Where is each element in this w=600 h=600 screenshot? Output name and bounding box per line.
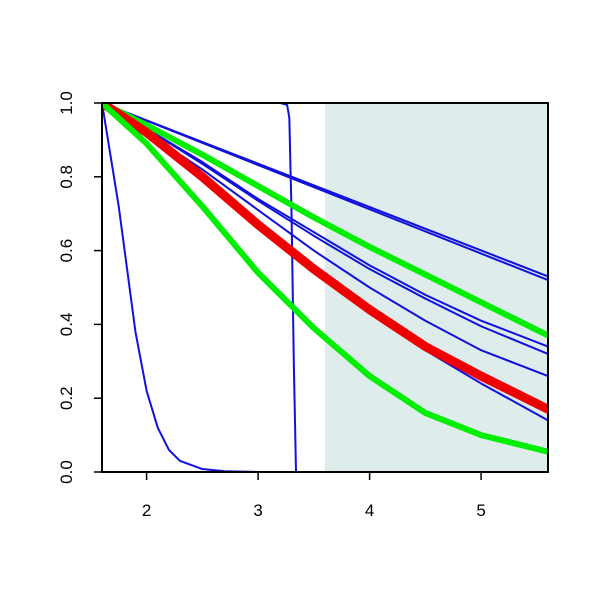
plot-frame (101, 102, 549, 473)
series-line-6 (102, 103, 548, 355)
series-line-9 (102, 103, 548, 339)
y-tick-label: 0.0 (57, 460, 76, 484)
y-tick-label: 0.2 (57, 386, 76, 410)
series-line-11 (102, 103, 548, 455)
x-tick-label: 2 (142, 501, 151, 520)
x-tick-label: 3 (253, 501, 262, 520)
series-layer (102, 103, 548, 472)
y-tick-label: 1.0 (57, 91, 76, 115)
x-axis: 2 3 4 5 (142, 472, 486, 520)
series-line-4 (102, 103, 548, 282)
series-line-10 (102, 103, 548, 414)
y-tick-label: 0.6 (57, 239, 76, 263)
series-line-2 (102, 103, 548, 472)
y-tick-label: 0.8 (57, 165, 76, 189)
x-tick-label: 5 (476, 501, 485, 520)
x-tick-label: 4 (365, 501, 374, 520)
y-axis: 0.0 0.2 0.4 0.6 0.8 1.0 (57, 91, 102, 484)
shaded-region (325, 103, 548, 472)
shaded-region-layer (325, 103, 548, 472)
y-tick-label: 0.4 (57, 313, 76, 337)
